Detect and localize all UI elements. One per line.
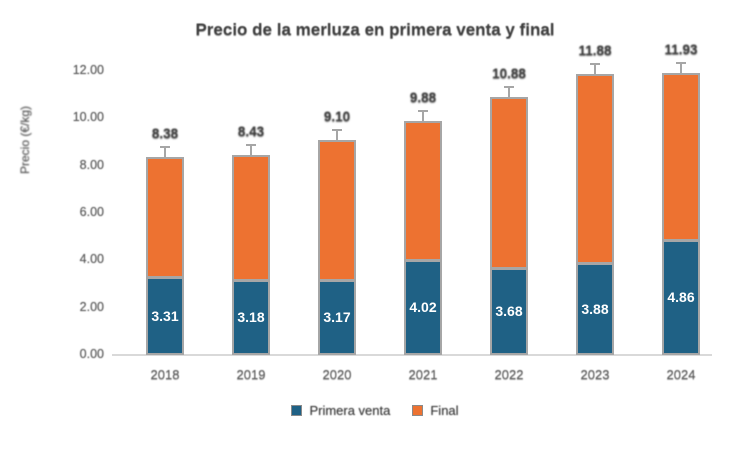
y-tick-label: 6.00 — [79, 204, 104, 219]
x-tick-label-2023: 2023 — [580, 367, 610, 382]
bar-segment-primera-venta[interactable]: 4.86 — [662, 239, 700, 355]
bar-total-label: 10.88 — [492, 66, 526, 82]
x-tick-label-2021: 2021 — [408, 367, 438, 382]
x-tick-label-2024: 2024 — [666, 367, 696, 382]
bar-total-label: 9.88 — [409, 90, 437, 106]
error-bar-cap — [332, 128, 342, 131]
x-axis-line — [112, 354, 712, 356]
x-tick-label-2018: 2018 — [150, 367, 180, 382]
legend-item-final[interactable]: Final — [412, 403, 459, 418]
bar-value-label: 3.88 — [581, 301, 609, 318]
bar-segment-primera-venta[interactable]: 4.02 — [404, 259, 442, 355]
legend-label: Primera venta — [309, 403, 391, 418]
y-tick-label: 8.00 — [79, 157, 104, 172]
bar-segment-final[interactable] — [318, 139, 356, 281]
y-tick-label: 12.00 — [72, 62, 104, 77]
bar-segment-final[interactable] — [146, 156, 184, 278]
bar-total-label: 8.43 — [237, 124, 265, 140]
legend-swatch-icon — [412, 405, 424, 416]
legend-label: Final — [430, 403, 459, 418]
bar-segment-final[interactable] — [662, 72, 700, 241]
bar-value-label: 3.68 — [495, 303, 523, 320]
bar-total-label: 8.38 — [151, 125, 179, 141]
error-bar — [422, 110, 424, 122]
bar-total-label: 9.10 — [323, 108, 351, 124]
error-bar-cap — [676, 61, 686, 64]
error-bar — [336, 128, 338, 140]
y-tick-label: 10.00 — [72, 110, 104, 125]
x-tick-label-2020: 2020 — [322, 367, 352, 382]
bar-segment-final[interactable] — [232, 155, 270, 281]
bar-segment-primera-venta[interactable]: 3.68 — [490, 267, 528, 355]
bar-value-label: 4.86 — [667, 289, 695, 306]
bar-value-label: 3.18 — [237, 309, 265, 326]
bar-segment-primera-venta[interactable]: 3.31 — [146, 276, 184, 355]
error-bar-cap — [590, 62, 600, 65]
error-bar-cap — [246, 144, 256, 147]
bar-total-label: 11.93 — [664, 41, 698, 57]
bar-segment-final[interactable] — [490, 97, 528, 269]
bar-value-label: 3.31 — [151, 307, 179, 324]
bar-segment-final[interactable] — [404, 121, 442, 261]
error-bar — [164, 145, 166, 157]
bar-segment-final[interactable] — [576, 73, 614, 265]
legend-item-primera-venta[interactable]: Primera venta — [291, 403, 390, 418]
bar-segment-primera-venta[interactable]: 3.88 — [576, 263, 614, 355]
error-bar — [508, 86, 510, 98]
error-bar — [594, 62, 596, 74]
bar-total-label: 11.88 — [578, 42, 612, 58]
x-tick-label-2019: 2019 — [236, 367, 266, 382]
error-bar-cap — [504, 86, 514, 89]
bar-value-label: 4.02 — [409, 299, 437, 316]
x-tick-label-2022: 2022 — [494, 367, 524, 382]
bar-segment-primera-venta[interactable]: 3.18 — [232, 279, 270, 355]
bar-value-label: 3.17 — [323, 309, 351, 326]
y-axis-title: Precio (€/kg) — [18, 105, 32, 175]
y-tick-label: 2.00 — [79, 299, 104, 314]
error-bar — [250, 144, 252, 156]
legend: Primera venta Final — [0, 403, 750, 418]
error-bar-cap — [160, 145, 170, 148]
legend-swatch-icon — [291, 405, 303, 416]
error-bar — [680, 61, 682, 73]
y-tick-label: 0.00 — [79, 347, 104, 361]
chart-title: Precio de la merluza en primera venta y … — [195, 20, 555, 39]
error-bar-cap — [418, 110, 428, 113]
bar-segment-primera-venta[interactable]: 3.17 — [318, 279, 356, 355]
y-tick-label: 4.00 — [79, 252, 104, 267]
